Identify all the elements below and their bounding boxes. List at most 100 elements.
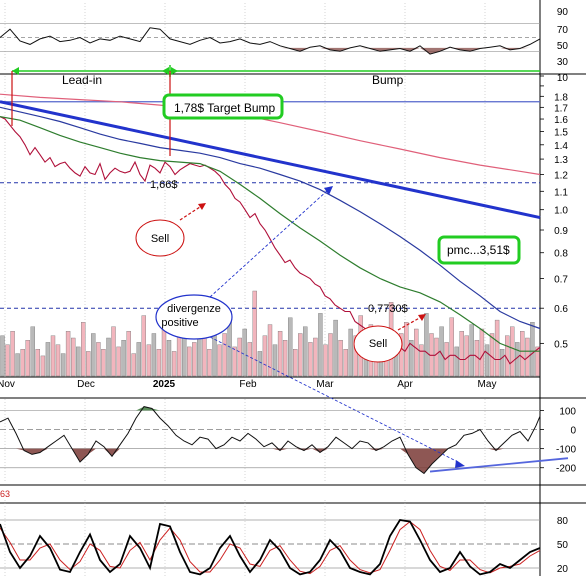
volume-bar	[171, 351, 177, 377]
volume-bar	[303, 326, 308, 377]
volume-bar	[257, 351, 263, 377]
divergence-price-line	[209, 189, 329, 298]
volume-bar	[181, 335, 187, 377]
volume-bar	[126, 331, 131, 377]
level-2-label: 0,7730$	[368, 303, 408, 315]
volume-bar	[75, 346, 81, 377]
volume-bar	[272, 344, 278, 377]
moving-average-slow-line	[0, 93, 541, 176]
sell-1-label: Sell	[151, 233, 169, 245]
divergence-label-line-1: divergenze	[167, 303, 221, 315]
volume-bar	[333, 319, 338, 377]
price-tick-label: 1.7	[554, 103, 568, 114]
volume-bar	[484, 344, 490, 377]
axis-labels: 90 70 50 30 10 1.81.71.61.5 1.4 1.3 1.2 1.1 1.0 0.9…	[0, 7, 576, 575]
rsi-line	[0, 27, 541, 55]
volume-bar	[25, 340, 30, 377]
price-tick-label: 0.5	[554, 339, 568, 350]
volume-bar	[192, 342, 197, 377]
volume-bar	[252, 290, 258, 377]
price-tick-label: 1.6	[554, 115, 568, 126]
volume-bar	[186, 346, 192, 377]
moving-average-mid-line	[0, 106, 541, 330]
volume-bar	[136, 342, 142, 377]
x-axis-label: Apr	[397, 379, 413, 390]
x-axis-label: May	[478, 379, 497, 390]
volume-bar	[202, 337, 207, 377]
volume-bar	[116, 346, 121, 377]
volume-bar	[277, 331, 283, 377]
divergence-cci-line	[209, 336, 459, 463]
volume-bar	[86, 351, 91, 377]
volume-bar	[30, 326, 35, 377]
volume-bar	[414, 328, 419, 377]
price-tick-label: 0.8	[554, 249, 568, 260]
volume-bar	[323, 344, 328, 377]
price-tick-label: 0.9	[554, 226, 568, 237]
volume-bar	[464, 335, 469, 377]
price-tick-label: 1.5	[554, 127, 568, 138]
volume-bar	[222, 333, 227, 377]
sell-1-arrow-line	[179, 204, 204, 221]
volume-bar	[156, 349, 162, 377]
bump-label: Bump	[372, 73, 404, 87]
sell-2-arrow-icon	[418, 314, 426, 321]
volume-bar	[454, 346, 459, 377]
volume-bar	[106, 337, 111, 377]
stochastic-tick-label: 80	[557, 516, 569, 527]
volume-bar	[232, 346, 237, 377]
volume-bar	[217, 344, 222, 377]
volume-bar	[449, 317, 454, 377]
cci-tick-label: 0	[570, 426, 576, 437]
volume-bar	[282, 340, 288, 377]
pmc-label: pmc...3,51$	[447, 243, 510, 257]
volume-bar	[494, 319, 500, 377]
volume-bar	[121, 340, 126, 377]
stochastic-tick-label: 20	[557, 564, 569, 575]
downtrend-line	[0, 100, 541, 220]
cci-support-line	[429, 457, 569, 473]
volume-bar	[166, 340, 172, 377]
volume-bar	[55, 344, 61, 377]
volume-bar	[96, 342, 101, 377]
volume-bar	[489, 333, 495, 377]
volume-bar	[247, 342, 253, 377]
price-tick-label: 1.4	[554, 141, 568, 152]
volume-bar	[65, 331, 71, 377]
volume-bar	[293, 349, 298, 377]
volume-bar	[262, 335, 268, 377]
cci-oversold-fill	[0, 448, 540, 474]
x-axis-label: Mar	[316, 379, 334, 390]
stochastic-k-line	[0, 519, 541, 576]
volume-bar	[146, 344, 152, 377]
volume-bar	[10, 331, 15, 377]
stochastic-label: 63	[0, 489, 10, 499]
level-1-label: 1,66$	[150, 179, 178, 191]
pmc-box	[437, 235, 521, 265]
sell-2-label: Sell	[369, 338, 387, 350]
x-axis-label: 2025	[153, 379, 176, 390]
stochastic-panel: 63	[0, 489, 541, 576]
volume-bar	[353, 335, 358, 377]
volume-bar	[35, 349, 40, 377]
volume-bar	[328, 333, 333, 377]
divergence-ellipse	[155, 294, 233, 340]
volume-bar	[242, 328, 247, 377]
volume-bar	[207, 349, 212, 377]
rsi-tick-label: 70	[557, 25, 569, 36]
volume-bar	[0, 335, 5, 377]
rsi-panel	[0, 23, 541, 55]
volume-bar	[237, 337, 242, 377]
volume-bar	[288, 317, 293, 377]
target-bump-box	[162, 93, 284, 120]
moving-average-fast-line	[0, 116, 540, 352]
annotations: Lead-in Bump 1,78$ Target Bump 1,66$ 0,7730$…	[11, 65, 540, 468]
volume-bar	[313, 337, 318, 377]
price-tick-label: 1.8	[554, 92, 568, 103]
cci-panel	[0, 406, 569, 475]
volume-bar	[50, 335, 56, 377]
price-panel	[0, 93, 541, 377]
volume-bar	[343, 349, 348, 377]
target-bump-label: 1,78$ Target Bump	[174, 101, 276, 115]
